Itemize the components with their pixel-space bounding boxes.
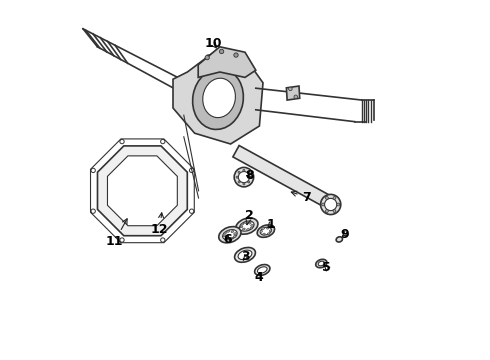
Ellipse shape [233, 235, 236, 237]
Ellipse shape [238, 181, 240, 183]
Polygon shape [173, 50, 263, 144]
Ellipse shape [260, 227, 271, 235]
Ellipse shape [245, 221, 247, 224]
Polygon shape [205, 79, 234, 108]
Ellipse shape [238, 171, 249, 183]
Ellipse shape [234, 53, 238, 57]
Polygon shape [233, 145, 331, 207]
Ellipse shape [267, 227, 269, 229]
Text: 3: 3 [241, 250, 249, 263]
Ellipse shape [240, 221, 254, 231]
Ellipse shape [270, 230, 272, 232]
Ellipse shape [243, 169, 245, 171]
Polygon shape [98, 146, 187, 236]
Ellipse shape [238, 250, 252, 260]
Ellipse shape [263, 233, 265, 235]
Ellipse shape [236, 176, 238, 178]
Ellipse shape [235, 247, 255, 262]
Polygon shape [107, 156, 177, 226]
Ellipse shape [325, 210, 328, 212]
Ellipse shape [250, 227, 253, 229]
Ellipse shape [337, 203, 340, 206]
Ellipse shape [238, 171, 240, 174]
Ellipse shape [250, 176, 252, 178]
Ellipse shape [247, 181, 250, 183]
Text: 7: 7 [291, 191, 311, 204]
Ellipse shape [240, 226, 243, 228]
Ellipse shape [231, 230, 234, 233]
Ellipse shape [220, 49, 224, 54]
Polygon shape [286, 86, 300, 100]
Ellipse shape [333, 210, 336, 212]
Ellipse shape [321, 203, 324, 206]
Ellipse shape [333, 197, 336, 199]
Ellipse shape [234, 167, 254, 187]
Ellipse shape [325, 197, 328, 199]
Ellipse shape [248, 222, 251, 224]
Text: 11: 11 [106, 219, 127, 248]
Ellipse shape [243, 228, 245, 230]
Ellipse shape [257, 225, 274, 237]
Ellipse shape [234, 233, 237, 235]
Text: 1: 1 [267, 218, 275, 231]
Ellipse shape [203, 78, 235, 118]
Ellipse shape [247, 171, 250, 174]
Ellipse shape [246, 229, 249, 231]
Ellipse shape [260, 230, 263, 233]
Ellipse shape [324, 198, 337, 211]
Ellipse shape [230, 237, 233, 239]
Ellipse shape [320, 194, 341, 215]
Ellipse shape [251, 224, 253, 226]
Ellipse shape [257, 267, 267, 273]
Ellipse shape [236, 218, 258, 234]
Ellipse shape [294, 95, 297, 99]
Ellipse shape [241, 223, 244, 225]
Ellipse shape [243, 183, 245, 185]
Polygon shape [198, 47, 256, 77]
Ellipse shape [262, 228, 265, 229]
Ellipse shape [219, 226, 241, 243]
Text: 9: 9 [341, 228, 349, 240]
Ellipse shape [193, 68, 244, 130]
Text: 4: 4 [254, 271, 263, 284]
Text: 10: 10 [204, 37, 222, 50]
Ellipse shape [205, 55, 209, 60]
Ellipse shape [316, 259, 327, 268]
Text: 8: 8 [245, 169, 254, 182]
Ellipse shape [227, 230, 230, 232]
Ellipse shape [222, 230, 237, 240]
Text: 5: 5 [321, 261, 330, 274]
Text: 12: 12 [151, 213, 169, 236]
Ellipse shape [223, 235, 226, 237]
Ellipse shape [226, 237, 229, 239]
Ellipse shape [336, 237, 343, 242]
Text: 2: 2 [245, 209, 254, 225]
Ellipse shape [289, 87, 292, 91]
Ellipse shape [318, 261, 324, 266]
Ellipse shape [255, 265, 270, 275]
Ellipse shape [224, 232, 226, 234]
Ellipse shape [268, 233, 270, 235]
Text: 6: 6 [223, 233, 232, 246]
